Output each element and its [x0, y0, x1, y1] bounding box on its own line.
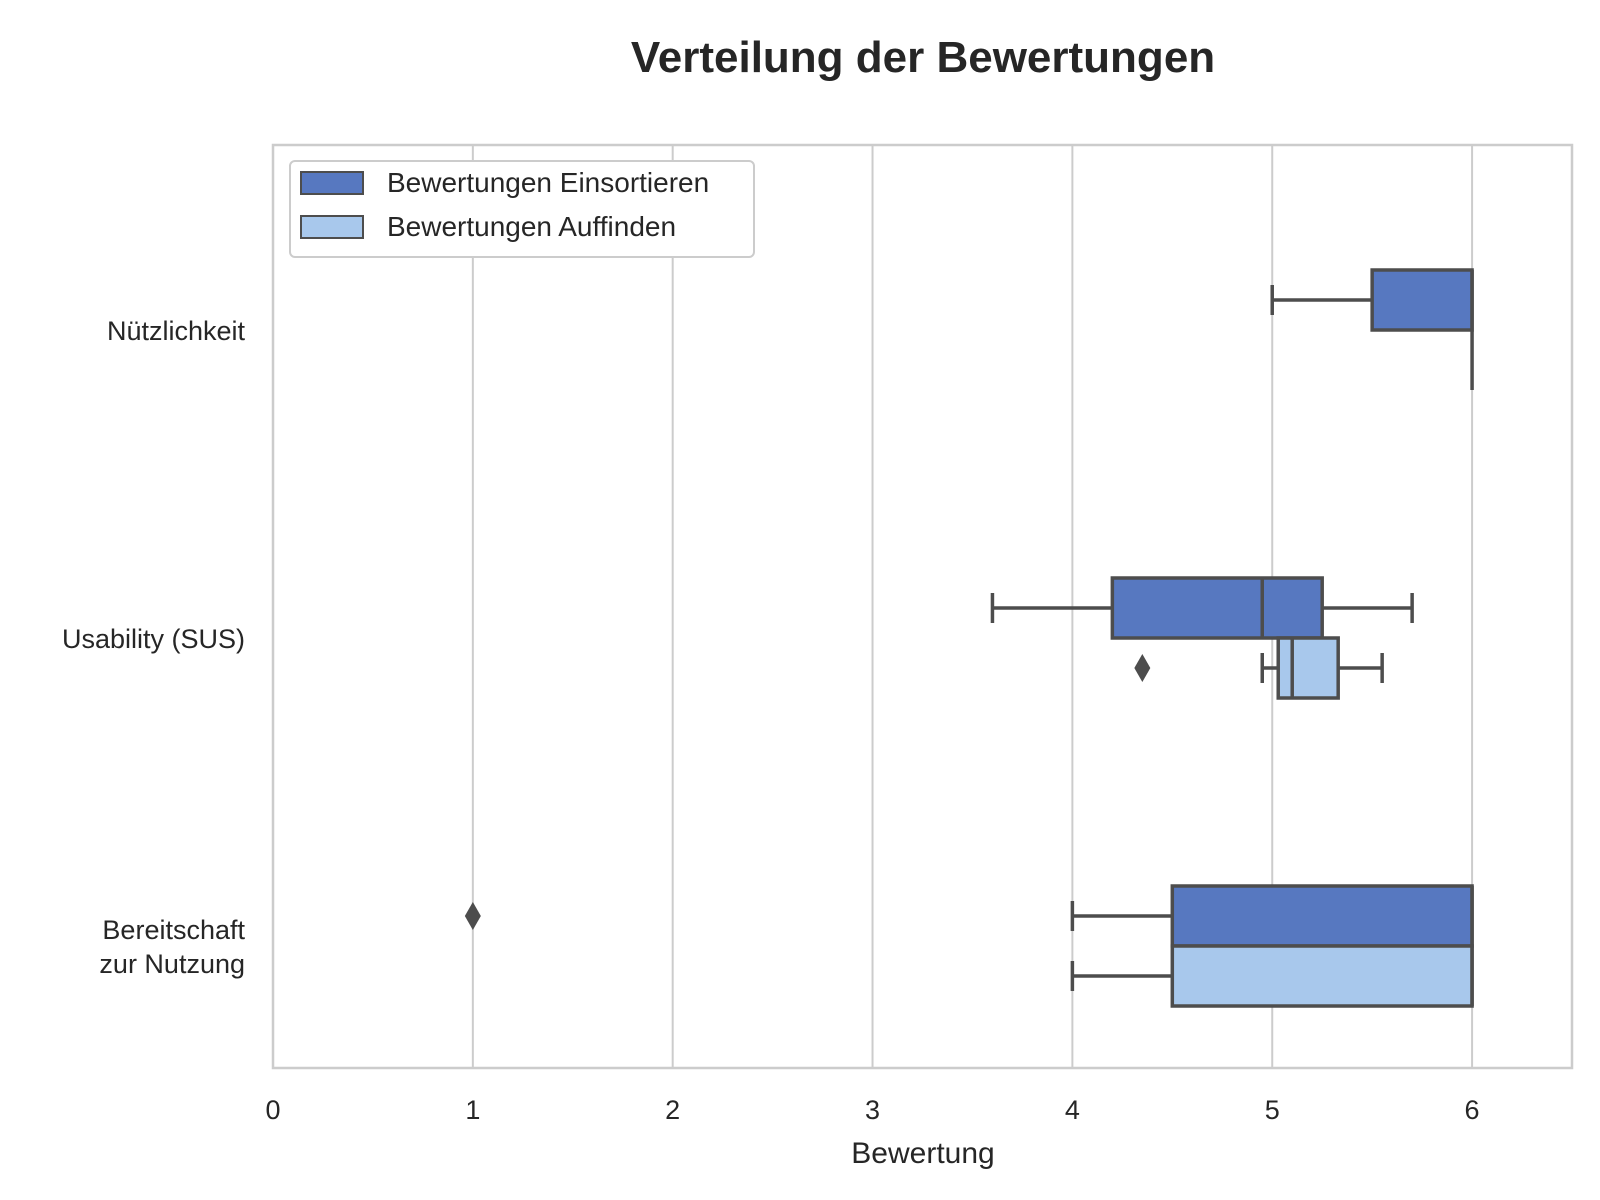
legend: Bewertungen Einsortieren Bewertungen Auff… — [289, 160, 755, 258]
legend-frame — [289, 160, 755, 258]
box-iqr — [1370, 268, 1474, 332]
outlier-marker — [1134, 654, 1151, 682]
y-tick-label: Bereitschaft zur Nutzung — [99, 915, 245, 979]
x-tick-label: 1 — [465, 1095, 480, 1125]
x-tick-label: 4 — [1065, 1095, 1080, 1125]
x-tick-label: 3 — [865, 1095, 880, 1125]
box-iqr — [1276, 636, 1340, 700]
box-iqr — [1110, 576, 1324, 640]
plot-frame — [271, 143, 1574, 1070]
y-tick-label: Usability (SUS) — [62, 624, 245, 654]
legend-swatch — [300, 171, 364, 195]
y-tick-label: Nützlichkeit — [107, 316, 246, 346]
box-2-series-1 — [1070, 944, 1474, 1008]
y-tick-labels: Nützlichkeit Usability (SUS) Bereitschaft z… — [62, 316, 246, 979]
x-tick-labels: 0 1 2 3 4 5 6 — [265, 1095, 1479, 1125]
legend-label: Bewertungen Einsortieren — [387, 167, 709, 198]
chart-title: Verteilung der Bewertungen — [631, 33, 1215, 82]
box-0-series-0 — [1270, 268, 1474, 332]
box-1-series-1 — [1134, 636, 1384, 700]
box-2-series-0 — [464, 884, 1474, 948]
box-iqr — [1170, 944, 1474, 1008]
x-tick-label: 5 — [1265, 1095, 1280, 1125]
box-1-series-0 — [990, 576, 1414, 640]
outlier-marker — [464, 902, 481, 930]
legend-label: Bewertungen Auffinden — [387, 211, 676, 242]
boxes — [464, 268, 1474, 1008]
x-tick-label: 0 — [265, 1095, 280, 1125]
x-tick-label: 6 — [1465, 1095, 1480, 1125]
x-axis-label: Bewertung — [851, 1137, 994, 1170]
box-iqr — [1170, 884, 1474, 948]
x-tick-label: 2 — [665, 1095, 680, 1125]
legend-swatch — [300, 215, 364, 239]
